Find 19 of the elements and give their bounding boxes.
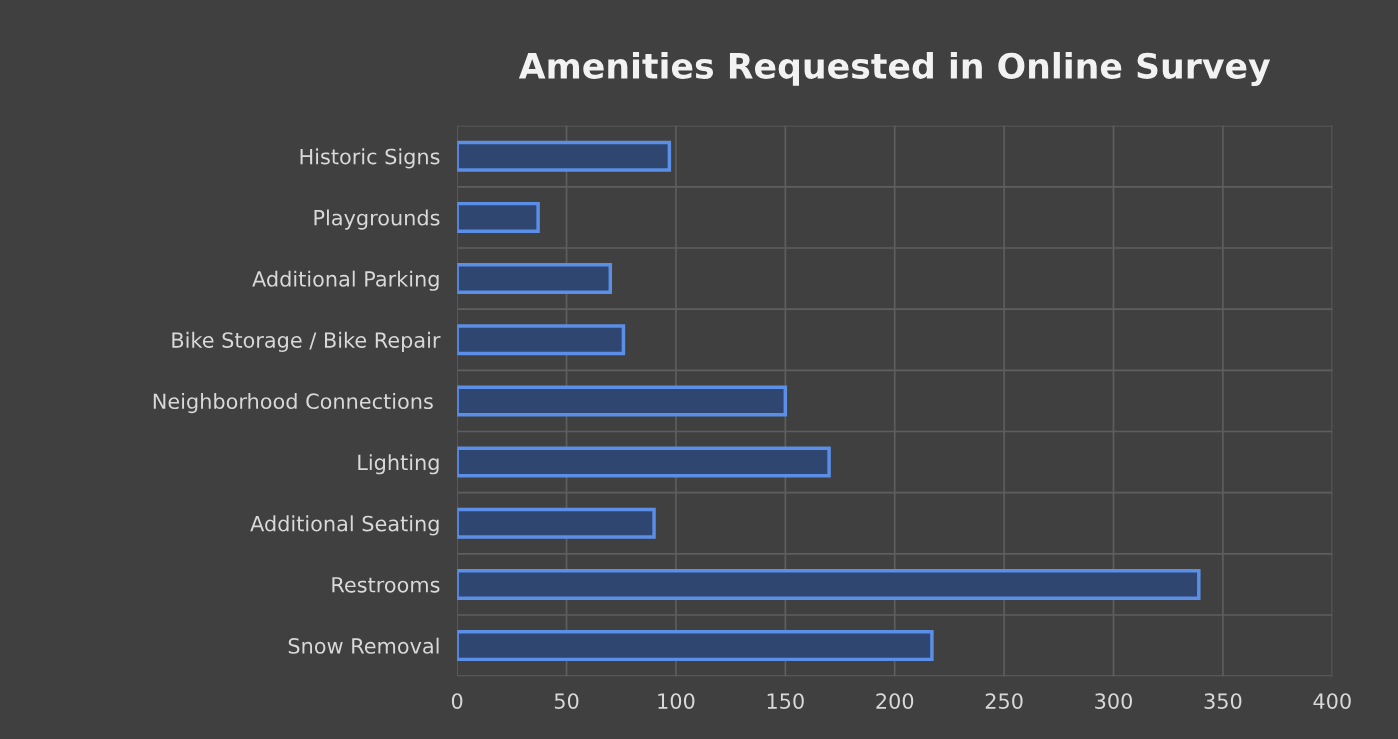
x-tick-label: 350 (1204, 693, 1242, 709)
x-tick-label: 100 (658, 693, 695, 709)
x-tick-label: 250 (985, 693, 1023, 709)
y-tick-label: Playgrounds (314, 209, 440, 230)
x-tick-label: 150 (767, 693, 804, 709)
y-tick-label: Bike Storage / Bike Repair (172, 331, 441, 352)
x-tick-label: 300 (1095, 693, 1133, 709)
y-tick-label: Historic Signs (300, 148, 440, 169)
y-tick-label: Lighting (358, 454, 439, 475)
y-tick-label: Additional Seating (250, 515, 439, 536)
chart-title: Amenities Requested in Online Survey (518, 52, 1271, 86)
x-tick-label: 0 (451, 693, 463, 709)
x-tick-label: 50 (554, 693, 579, 709)
x-tick-label: 400 (1313, 693, 1351, 709)
y-tick-label: Neighborhood Connections (153, 392, 433, 414)
y-tick-label: Additional Parking (252, 270, 439, 291)
y-tick-label: Snow Removal (288, 637, 439, 654)
x-tick-label: 200 (876, 693, 914, 709)
y-tick-label: Restrooms (332, 577, 440, 593)
